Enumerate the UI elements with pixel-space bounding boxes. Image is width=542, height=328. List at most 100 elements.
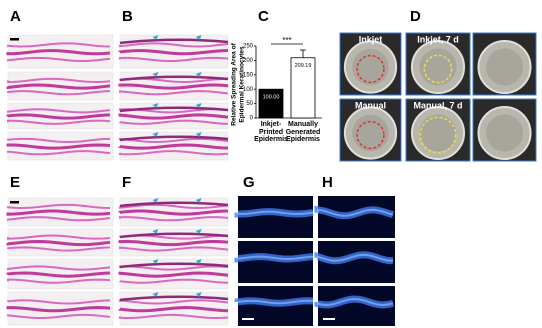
tissue-band	[6, 306, 111, 313]
fluor-band-glow	[237, 210, 314, 215]
tissue-top	[119, 75, 229, 82]
arrowhead	[195, 132, 202, 137]
tissue-band	[7, 234, 111, 240]
tissue-band	[7, 42, 111, 48]
value-label: 100.00	[263, 95, 280, 101]
tissue-band	[118, 113, 229, 120]
fluor-band-glow	[237, 255, 314, 261]
tissue-top	[119, 295, 229, 302]
tissue-band	[119, 216, 229, 222]
tissue-band	[7, 137, 111, 144]
panel-label: C	[258, 8, 269, 25]
arrowhead	[152, 35, 159, 40]
arrowhead	[152, 198, 159, 203]
photo-label: Manual	[355, 100, 386, 110]
dish-inner	[419, 114, 457, 152]
panel-label: D	[410, 8, 421, 25]
scale-bar	[10, 201, 19, 204]
tissue-top	[119, 232, 229, 239]
tissue-band	[6, 49, 111, 56]
panel-label: B	[122, 8, 133, 25]
tissue-top	[119, 106, 229, 113]
tissue-band	[6, 113, 111, 120]
fluor-band-glow	[317, 253, 394, 262]
bar	[258, 88, 284, 119]
panel-label: E	[10, 174, 20, 191]
tissue-band	[7, 77, 111, 84]
y-tick-label: 100	[243, 87, 254, 93]
tissue-band	[6, 209, 111, 216]
photo-label: Manual, 7 d	[413, 100, 462, 110]
tissue-band	[7, 90, 111, 96]
arrowhead	[195, 103, 202, 108]
arrowhead	[195, 72, 202, 77]
panel-label: H	[322, 174, 333, 191]
tissue-band	[7, 278, 111, 284]
tissue-band	[118, 271, 229, 278]
arrowhead	[152, 103, 159, 108]
dish-inner	[419, 48, 457, 86]
region-ring	[423, 54, 453, 84]
scale-bar	[10, 38, 19, 41]
tissue-band	[119, 203, 229, 210]
tissue-band	[119, 90, 229, 96]
arrowhead	[152, 72, 159, 77]
tissue-band	[7, 203, 111, 209]
x-tick-label: Manually Generated Epidermis	[285, 121, 321, 143]
panel-label: A	[10, 8, 21, 25]
scale-bar	[242, 318, 254, 320]
tissue-band	[6, 271, 111, 278]
tissue-band	[119, 137, 229, 144]
photo-label: Inkjet	[359, 34, 383, 44]
region-ring	[356, 120, 385, 150]
y-axis-label: Relative Spreading Area of Epidermal Ker…	[230, 43, 246, 126]
tissue-band	[119, 246, 229, 252]
sig-annotation: ***	[282, 36, 291, 45]
arrowhead	[152, 229, 159, 234]
x-tick-label: Inkjet-Printed Epidermis	[254, 121, 288, 143]
tissue-band	[7, 119, 111, 125]
y-tick-label: 50	[246, 101, 253, 107]
bar	[290, 57, 316, 119]
tissue-band	[119, 56, 229, 63]
arrowhead	[195, 292, 202, 297]
tissue-band	[7, 265, 111, 271]
tissue-top	[119, 38, 229, 45]
arrowhead	[195, 198, 202, 203]
tissue-band	[6, 83, 111, 90]
scale-bar	[323, 318, 335, 320]
panel-label: F	[122, 174, 131, 191]
tissue-band	[7, 150, 111, 156]
arrowhead	[195, 229, 202, 234]
tissue-band	[118, 239, 229, 247]
arrowhead	[195, 259, 202, 264]
tissue-band	[118, 83, 229, 90]
tissue-band	[7, 108, 111, 114]
panel-label: G	[243, 174, 255, 191]
y-tick-label: 250	[243, 44, 254, 50]
tissue-band	[119, 278, 229, 284]
fluor-bg	[238, 241, 313, 283]
tissue-band	[6, 143, 111, 150]
tissue-band	[119, 119, 229, 125]
tissue-top	[119, 262, 229, 269]
dish-inner	[352, 48, 389, 86]
fluor-band-glow	[317, 298, 394, 307]
y-tick-label: 0	[250, 116, 254, 122]
tissue-band	[119, 299, 229, 305]
region-ring	[356, 54, 385, 84]
dish-inner	[485, 114, 524, 152]
tissue-band	[119, 150, 229, 156]
tissue-band	[118, 306, 229, 313]
tissue-top	[119, 201, 229, 208]
tissue-band	[118, 209, 229, 216]
tissue-band	[118, 49, 229, 56]
dish-inner	[352, 114, 389, 152]
fluor-band-glow	[317, 208, 394, 217]
arrowhead	[152, 132, 159, 137]
tissue-band	[7, 299, 111, 305]
photo-label: Inkjet, 7 d	[417, 34, 459, 44]
value-label: 209.19	[295, 63, 312, 69]
